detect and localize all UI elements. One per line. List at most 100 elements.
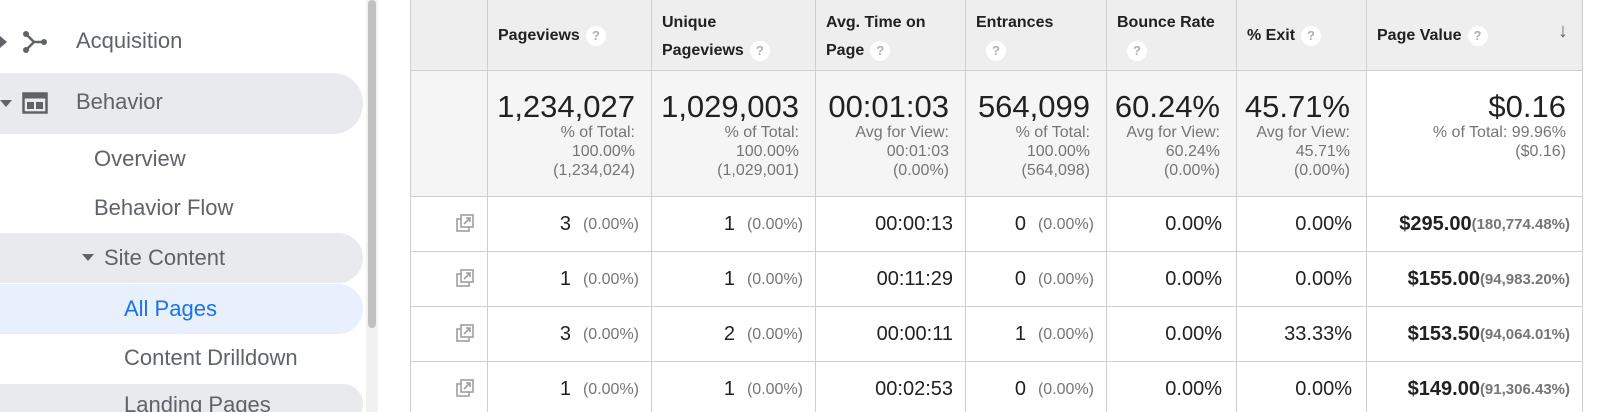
cell-value: 00:00:11 (876, 323, 953, 345)
header-label: Pageviews (662, 42, 744, 59)
summary-value: 564,099 (977, 89, 1090, 124)
sidebar-item-all-pages[interactable]: All Pages (0, 284, 363, 334)
sidebar-item-landing-pages[interactable]: Landing Pages (0, 384, 363, 412)
sidebar-item-overview[interactable]: Overview (0, 136, 360, 182)
pageviews-header[interactable]: Pageviews? (488, 0, 651, 71)
table-cell: 0.00% (1107, 197, 1236, 252)
pageviews-summary: 1,234,027 % of Total: 100.00% (1,234,024… (488, 71, 651, 197)
table-cell: 00:11:29 (816, 252, 965, 307)
help-icon[interactable]: ? (1127, 40, 1147, 61)
help-icon[interactable]: ? (1301, 25, 1322, 46)
row-action-cell (411, 252, 487, 307)
open-in-new-icon[interactable] (455, 323, 475, 343)
acquisition-icon (23, 31, 47, 53)
cell-value-group: $153.50 (94,064.01%) (1408, 307, 1570, 362)
table-cell: 0.00% (1107, 362, 1236, 412)
sidebar-item-behavior-flow[interactable]: Behavior Flow (0, 185, 360, 231)
sort-descending-icon[interactable]: ↓ (1558, 20, 1568, 42)
unique-pageviews-summary: 1,029,003 % of Total: 100.00% (1,029,001… (652, 71, 815, 197)
sidebar-item-acquisition[interactable]: Acquisition (0, 14, 360, 70)
table-cell: 3 (0.00%) (488, 307, 651, 362)
exit-header[interactable]: % Exit? (1237, 0, 1366, 71)
cell-percent: (0.00%) (1037, 215, 1094, 233)
table-cell: 1 (0.00%) (652, 362, 815, 412)
row-action-summary (411, 71, 487, 197)
cell-value-group: $149.00 (91,306.43%) (1408, 362, 1570, 412)
sidebar-item-content-drilldown[interactable]: Content Drilldown (0, 335, 360, 381)
table-cell: 0 (0.00%) (966, 362, 1106, 412)
cell-value: 33.33% (1284, 323, 1352, 345)
table-cell: 3 (0.00%) (488, 197, 651, 252)
page-value-summary: $0.16 % of Total: 99.96% ($0.16) (1367, 71, 1582, 197)
page-value-header[interactable]: Page Value? ↓ (1367, 0, 1582, 71)
cell-percent: (0.00%) (746, 325, 803, 343)
table-cell: 00:00:11 (816, 307, 965, 362)
expand-arrow-icon[interactable] (0, 36, 7, 48)
pageviews-column: Pageviews? 1,234,027 % of Total: 100.00%… (488, 0, 652, 412)
cell-value: 0 (1014, 268, 1026, 290)
cell-value: $153.50 (1407, 323, 1480, 345)
cell-value: 0 (1014, 213, 1026, 235)
page-value-column: Page Value? ↓ $0.16 % of Total: 99.96% (… (1367, 0, 1583, 412)
cell-percent: (94,064.01%) (1479, 326, 1570, 343)
header-label: Entrances (976, 14, 1054, 31)
summary-value: 60.24% (1114, 89, 1220, 124)
sidebar-item-label: All Pages (124, 296, 217, 321)
entrances-header[interactable]: Entrances? (966, 0, 1106, 71)
header-label: Page (826, 42, 865, 59)
cell-percent: (0.00%) (582, 215, 639, 233)
table-cell: $153.50 (94,064.01%) (1367, 307, 1582, 362)
avg-time-header[interactable]: Avg. Time on Page? (816, 0, 965, 71)
unique-pageviews-column: Unique Pageviews? 1,029,003 % of Total: 1… (652, 0, 816, 412)
cell-value: 1 (723, 213, 735, 235)
table-cell: 0.00% (1107, 252, 1236, 307)
open-in-new-icon[interactable] (455, 213, 475, 233)
bounce-rate-summary: 60.24% Avg for View: 60.24% (0.00%) (1107, 71, 1236, 197)
exit-summary: 45.71% Avg for View: 45.71% (0.00%) (1237, 71, 1366, 197)
unique-pageviews-header[interactable]: Unique Pageviews? (652, 0, 815, 71)
table-cell: 0.00% (1107, 307, 1236, 362)
table-cell: $155.00 (94,983.20%) (1367, 252, 1582, 307)
help-icon[interactable]: ? (986, 40, 1006, 61)
help-icon[interactable]: ? (585, 25, 606, 46)
open-in-new-icon[interactable] (455, 378, 475, 398)
cell-value: 1 (559, 268, 571, 290)
sidebar-item-site-content[interactable]: Site Content (0, 233, 363, 283)
report-table: Pageviews? 1,234,027 % of Total: 100.00%… (410, 0, 1583, 412)
cell-value: 00:02:53 (875, 378, 953, 400)
summary-value: 1,234,027 (497, 89, 635, 124)
summary-value: 45.71% (1244, 89, 1350, 124)
summary-subtext: % of Total: 100.00% (1,029,001) (717, 124, 799, 179)
table-cell: 1 (0.00%) (652, 252, 815, 307)
cell-value-group: $155.00 (94,983.20%) (1408, 252, 1570, 307)
collapse-arrow-icon[interactable] (82, 254, 94, 261)
help-icon[interactable]: ? (1467, 25, 1488, 46)
cell-value: 2 (723, 323, 735, 345)
cell-value: 1 (559, 378, 571, 400)
table-cell: 0 (0.00%) (966, 252, 1106, 307)
table-cell: 33.33% (1237, 307, 1366, 362)
bounce-rate-header[interactable]: Bounce Rate? (1107, 0, 1236, 71)
collapse-arrow-icon[interactable] (0, 100, 12, 107)
cell-value: 0.00% (1165, 323, 1222, 345)
entrances-column: Entrances? 564,099 % of Total: 100.00% (… (966, 0, 1107, 412)
help-icon[interactable]: ? (870, 40, 891, 61)
table-cell: 1 (0.00%) (488, 252, 651, 307)
cell-percent: (0.00%) (582, 270, 639, 288)
header-label: Avg. Time on (826, 14, 926, 31)
cell-value: 0.00% (1165, 268, 1222, 290)
cell-percent: (0.00%) (746, 380, 803, 398)
sidebar-item-behavior[interactable]: Behavior (0, 73, 363, 134)
table-cell: 00:00:13 (816, 197, 965, 252)
avg-time-summary: 00:01:03 Avg for View: 00:01:03 (0.00%) (816, 71, 965, 197)
help-icon[interactable]: ? (749, 40, 770, 61)
sidebar-item-label: Site Content (104, 245, 226, 270)
cell-percent: (91,306.43%) (1479, 381, 1570, 398)
open-in-new-icon[interactable] (455, 268, 475, 288)
summary-subtext: Avg for View: 60.24% (0.00%) (1126, 124, 1220, 179)
cell-value: 1 (723, 268, 735, 290)
sidebar-scrollbar-thumb[interactable] (368, 0, 376, 328)
summary-value: $0.16 (1488, 89, 1566, 124)
exit-column: % Exit? 45.71% Avg for View: 45.71% (0.0… (1237, 0, 1367, 412)
entrances-summary: 564,099 % of Total: 100.00% (564,098) (966, 71, 1106, 197)
